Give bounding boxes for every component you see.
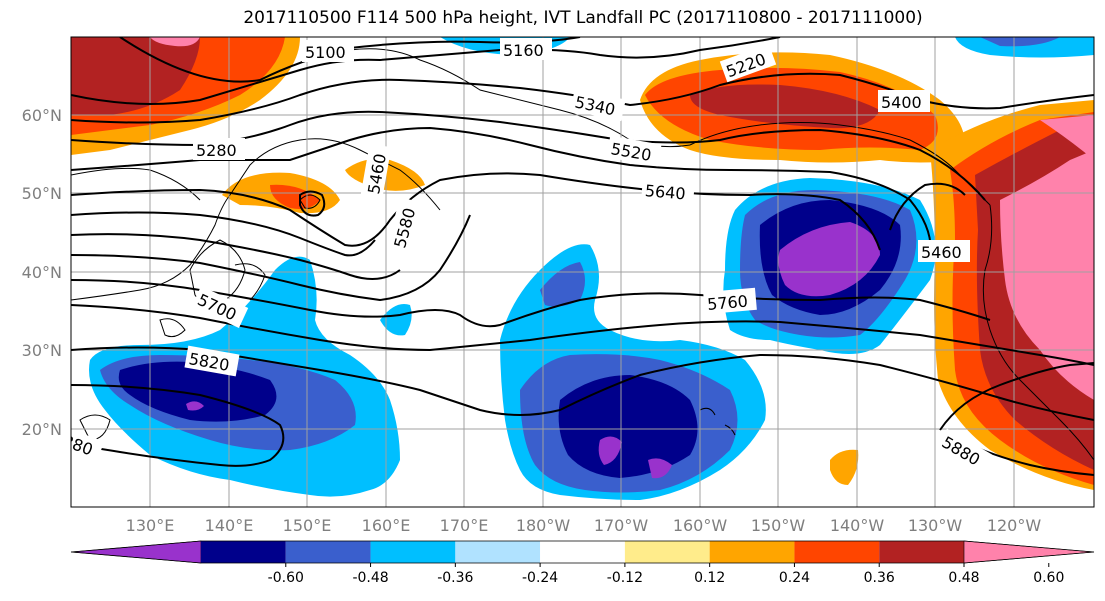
contour-label: 5280 bbox=[196, 141, 237, 160]
contour-label: 5400 bbox=[881, 93, 922, 112]
contour-label: 5760 bbox=[706, 291, 748, 313]
lon-label: 150°E bbox=[283, 516, 332, 535]
colorbar-segment bbox=[370, 541, 456, 563]
ivt-pc-field: 5100 5160 5220 5280 5340 5400 5460 5460 … bbox=[71, 37, 1094, 507]
lon-label: 160°E bbox=[362, 516, 411, 535]
lon-label: 150°W bbox=[751, 516, 806, 535]
contour-label: 5100 bbox=[305, 43, 346, 62]
colorbar-segment bbox=[201, 541, 286, 563]
positive-anomaly-siberia bbox=[71, 37, 300, 155]
graticule bbox=[71, 37, 1094, 507]
lat-label: 60°N bbox=[22, 106, 62, 125]
colorbar-tick-label: -0.48 bbox=[352, 570, 388, 586]
colorbar-tick-label: 0.36 bbox=[864, 570, 895, 586]
contour-label: 5460 bbox=[921, 243, 962, 262]
colorbar-tick-label: 0.24 bbox=[779, 570, 810, 586]
contour-label: 5640 bbox=[644, 181, 686, 203]
lon-label: 130°W bbox=[908, 516, 963, 535]
lat-label: 40°N bbox=[22, 263, 62, 282]
lon-label: 140°E bbox=[205, 516, 254, 535]
contour-label: 5160 bbox=[503, 41, 544, 60]
lat-label: 50°N bbox=[22, 184, 62, 203]
lat-label: 30°N bbox=[22, 341, 62, 360]
lon-label: 170°E bbox=[440, 516, 489, 535]
colorbar-segment bbox=[540, 541, 625, 563]
longitude-labels: 130°E 140°E 150°E 160°E 170°E 180°W 170°… bbox=[126, 516, 1042, 535]
map-title: 2017110500 F114 500 hPa height, IVT Land… bbox=[243, 8, 923, 28]
positive-anomaly-alaska bbox=[640, 52, 965, 163]
colorbar-extend-low bbox=[70, 540, 202, 564]
colorbar-tick-label: 0.48 bbox=[948, 570, 979, 586]
negative-anomaly-ne-pacific bbox=[723, 178, 936, 354]
lon-label: 120°W bbox=[987, 516, 1042, 535]
colorbar-tick-label: -0.12 bbox=[607, 570, 643, 586]
colorbar-segment bbox=[285, 541, 371, 563]
colorbar-tick-label: -0.24 bbox=[522, 570, 558, 586]
lat-label: 20°N bbox=[22, 420, 62, 439]
negative-anomaly-central-pacific bbox=[500, 244, 766, 500]
colorbar-segment bbox=[709, 541, 795, 563]
colorbar-ticks: -0.60 -0.48 -0.36 -0.24 -0.12 0.12 0.24 0.36 0.4… bbox=[268, 563, 1064, 586]
map-frame bbox=[70, 36, 1095, 508]
latitude-labels: 60°N 50°N 40°N 30°N 20°N bbox=[22, 106, 62, 439]
colorbar-segment bbox=[879, 541, 964, 563]
lon-label: 130°E bbox=[126, 516, 175, 535]
lon-label: 170°W bbox=[594, 516, 649, 535]
colorbar-extend-high bbox=[963, 540, 1095, 564]
colorbar-tick-label: -0.60 bbox=[268, 570, 304, 586]
positive-anomaly-small bbox=[830, 449, 859, 485]
colorbar-segment bbox=[624, 541, 710, 563]
colorbar-segment bbox=[794, 541, 880, 563]
colorbar-tick-label: 0.60 bbox=[1033, 570, 1064, 586]
lon-label: 180°W bbox=[516, 516, 571, 535]
lon-label: 140°W bbox=[830, 516, 885, 535]
colorbar-tick-label: -0.36 bbox=[437, 570, 473, 586]
colorbar-segments bbox=[70, 540, 1095, 564]
colorbar: -0.60 -0.48 -0.36 -0.24 -0.12 0.12 0.24 0.36 0.4… bbox=[70, 540, 1095, 586]
colorbar-outline bbox=[70, 540, 1095, 564]
colorbar-segment bbox=[455, 541, 541, 563]
lon-label: 160°W bbox=[673, 516, 728, 535]
colorbar-tick-label: 0.12 bbox=[694, 570, 725, 586]
